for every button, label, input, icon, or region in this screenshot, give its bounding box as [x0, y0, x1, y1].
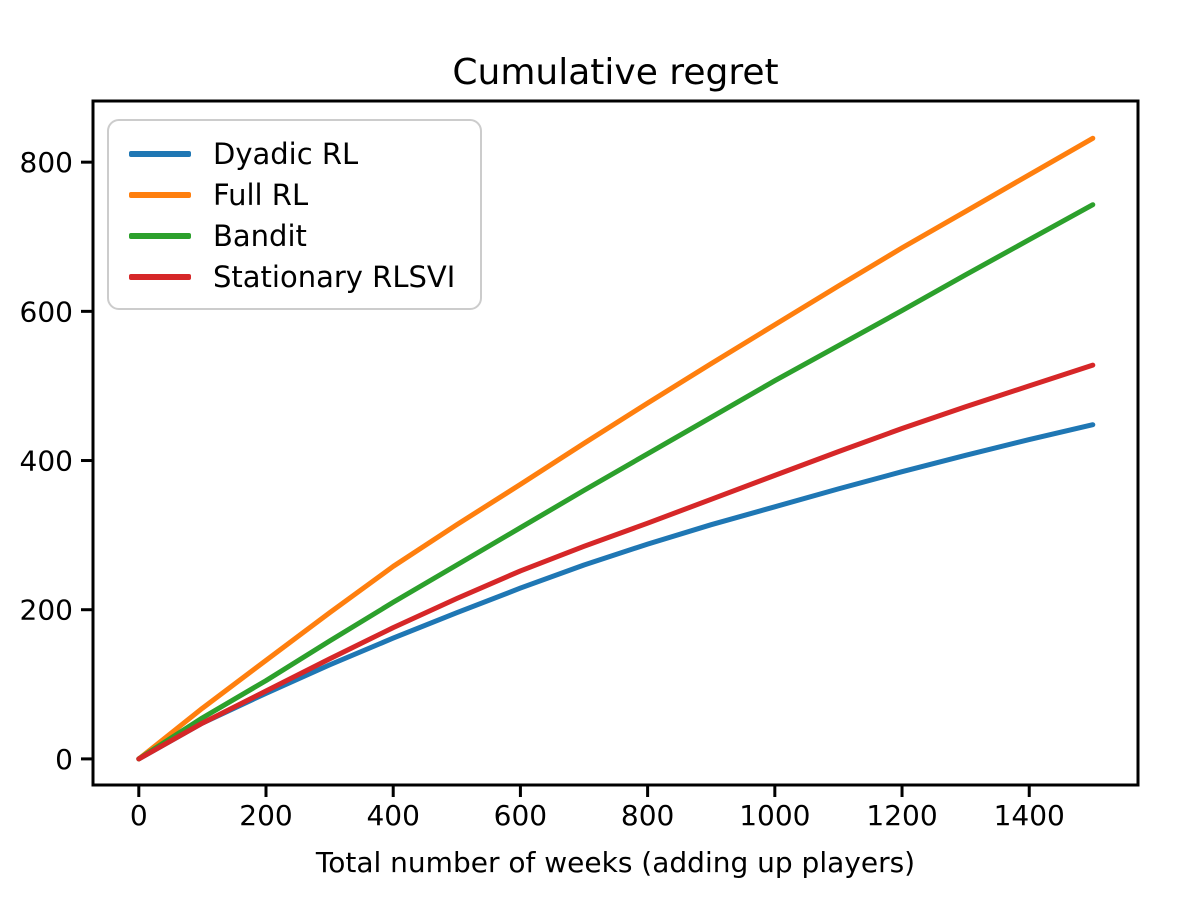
- legend-item-label: Stationary RLSVI: [213, 260, 456, 295]
- legend-item-label: Full RL: [213, 177, 309, 212]
- legend-item: Bandit: [129, 216, 462, 257]
- y-tick-label: 0: [55, 743, 73, 776]
- legend-line-swatch: [129, 274, 191, 281]
- y-tick-label: 200: [20, 594, 73, 627]
- line-dyadic-rl: [136, 422, 1096, 762]
- legend-item-label: Dyadic RL: [213, 136, 359, 171]
- legend-line-swatch: [129, 233, 191, 240]
- y-tick-label: 800: [20, 146, 73, 179]
- x-tick-label: 1000: [739, 799, 810, 832]
- legend-item: Full RL: [129, 174, 462, 215]
- legend-line-swatch: [129, 150, 191, 157]
- x-axis-label: Total number of weeks (adding up players…: [315, 846, 916, 879]
- legend-item: Dyadic RL: [129, 133, 462, 174]
- legend-line-swatch: [129, 191, 191, 198]
- x-tick-label: 600: [494, 799, 547, 832]
- legend-item: Stationary RLSVI: [129, 257, 462, 298]
- x-tick-label: 1400: [994, 799, 1065, 832]
- x-tick-label: 1200: [866, 799, 937, 832]
- line-bandit: [136, 202, 1096, 762]
- x-tick-label: 200: [239, 799, 292, 832]
- x-tick-label: 0: [130, 799, 148, 832]
- axes-spines: [91, 99, 1140, 787]
- legend-item-label: Bandit: [213, 219, 307, 254]
- line-full-rl: [136, 135, 1096, 762]
- y-tick-label: 600: [20, 295, 73, 328]
- legend: Dyadic RL Full RL Bandit Stationary RLSV…: [107, 119, 482, 310]
- chart-title: Cumulative regret: [452, 52, 779, 93]
- x-tick-label: 800: [621, 799, 674, 832]
- line-stationary-rlsvi: [136, 362, 1096, 762]
- y-tick-label: 400: [20, 445, 73, 478]
- x-tick-label: 400: [366, 799, 419, 832]
